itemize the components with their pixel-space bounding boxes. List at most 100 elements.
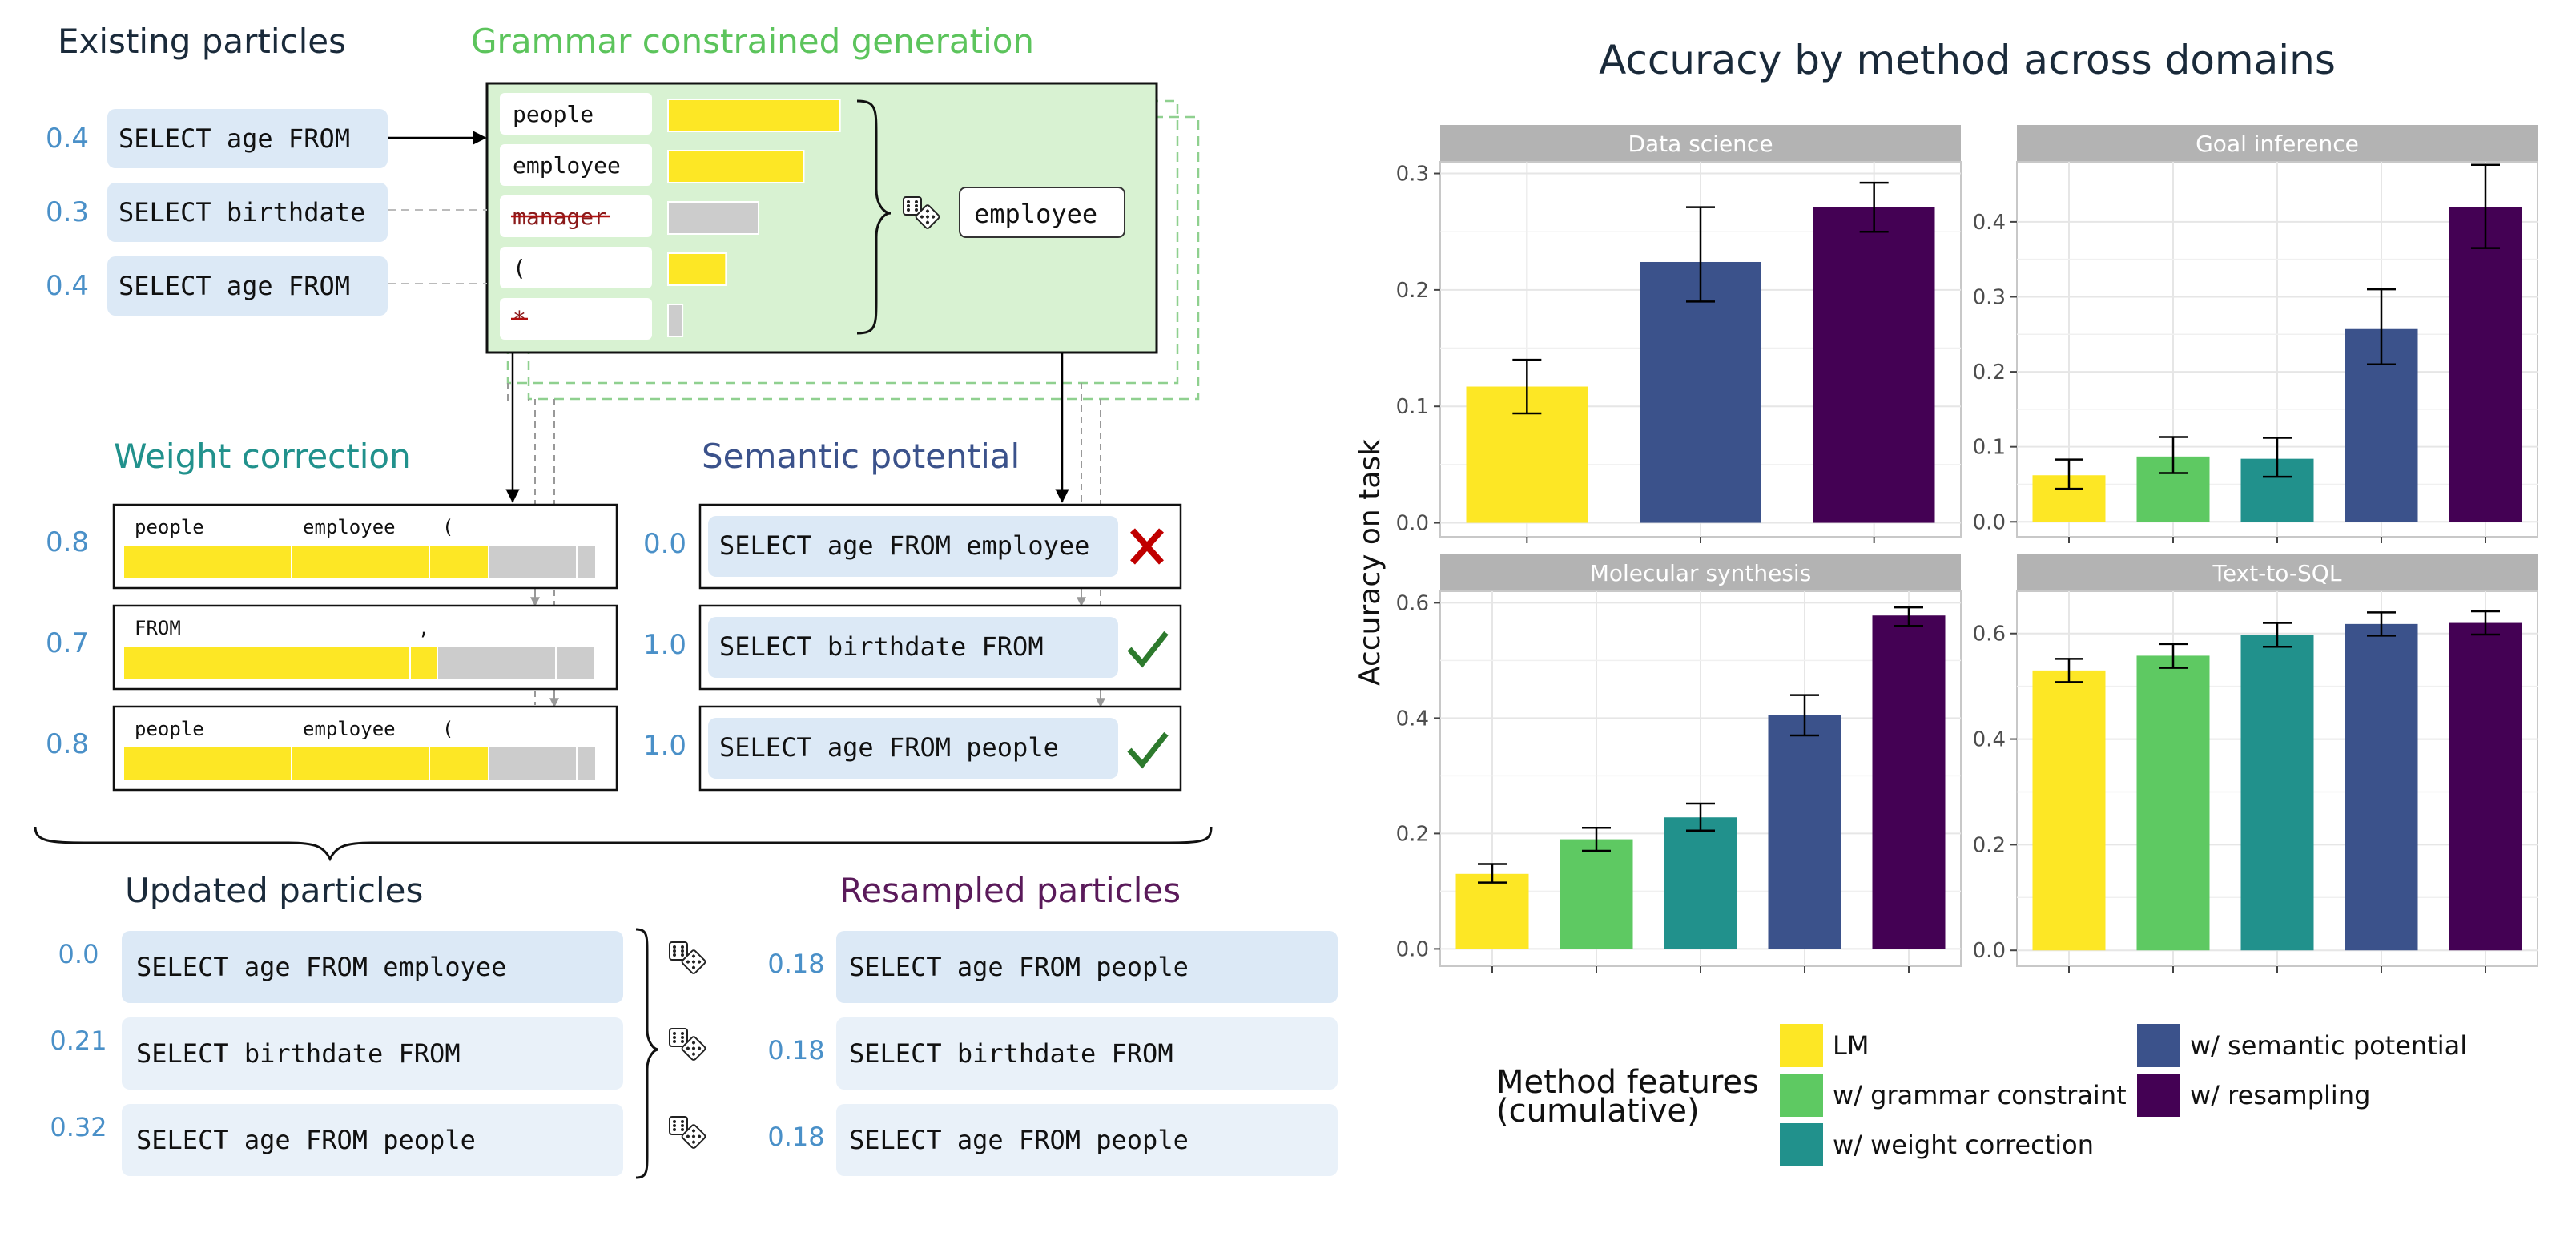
error-bar bbox=[2159, 643, 2188, 669]
y-tick-label: 0.3 bbox=[1973, 285, 2006, 309]
bar bbox=[1768, 715, 1841, 949]
legend-item: w/ weight correction bbox=[1780, 1123, 2094, 1166]
error-bar bbox=[2367, 611, 2396, 637]
resampled-weight: 0.18 bbox=[767, 1122, 824, 1152]
particle-box bbox=[107, 183, 388, 242]
correction-token-label: employee bbox=[303, 718, 396, 740]
token-box bbox=[500, 298, 652, 340]
error-bar bbox=[2471, 163, 2500, 249]
correction-bar bbox=[488, 544, 578, 579]
updated-weight: 0.32 bbox=[50, 1112, 107, 1142]
merge-brace bbox=[34, 826, 1213, 862]
bar bbox=[2449, 207, 2522, 522]
accuracy-chart: Accuracy by method across domains Accura… bbox=[1354, 37, 2538, 1166]
potential-weight: 1.0 bbox=[643, 730, 686, 762]
error-bar bbox=[2055, 658, 2083, 683]
bar bbox=[2032, 670, 2106, 951]
potential-particle bbox=[708, 718, 1118, 779]
resampled-particles: 0.18 SELECT age FROM people 0.18 SELECT bir… bbox=[767, 931, 1338, 1176]
legend-label: LM bbox=[1833, 1030, 1869, 1061]
cross-icon bbox=[1130, 528, 1164, 565]
legend-title: Method features (cumulative) bbox=[1496, 1064, 1759, 1130]
potential-text: SELECT birthdate FROM bbox=[719, 631, 1044, 662]
y-tick-label: 0.4 bbox=[1396, 707, 1429, 731]
correction-weight: 0.8 bbox=[46, 526, 89, 558]
facet-title: Molecular synthesis bbox=[1590, 560, 1812, 586]
correction-bar bbox=[123, 544, 292, 579]
y-tick-label: 0.2 bbox=[1396, 822, 1429, 846]
correction-bar bbox=[555, 645, 595, 680]
resampled-weight: 0.18 bbox=[767, 949, 824, 979]
resampled-particle-box bbox=[836, 931, 1338, 1003]
legend-swatch bbox=[2137, 1074, 2180, 1117]
facet-header bbox=[2017, 125, 2538, 162]
correction-bar bbox=[409, 645, 438, 680]
facet-panel: Text-to-SQL 0.0 0.2 0.4 0.6 bbox=[1973, 554, 2538, 973]
y-tick-label: 0.1 bbox=[1396, 395, 1429, 419]
correction-bar bbox=[429, 544, 489, 579]
potential-text: SELECT age FROM people bbox=[719, 732, 1059, 763]
dice-icon bbox=[669, 1116, 707, 1150]
error-bar bbox=[1686, 206, 1715, 303]
legend-label: w/ grammar constraint bbox=[1833, 1080, 2127, 1110]
updated-weight: 0.21 bbox=[50, 1025, 107, 1056]
legend-label: w/ semantic potential bbox=[2190, 1030, 2467, 1061]
correction-bar bbox=[576, 544, 597, 579]
y-tick-label: 0.4 bbox=[1973, 211, 2006, 235]
updated-particles-title: Updated particles bbox=[125, 871, 423, 910]
token-box bbox=[500, 247, 652, 288]
error-bar bbox=[1894, 606, 1923, 627]
y-tick-label: 0.0 bbox=[1396, 937, 1429, 961]
legend-item: w/ resampling bbox=[2137, 1074, 2370, 1117]
y-tick-label: 0.1 bbox=[1973, 436, 2006, 460]
error-bar bbox=[2263, 437, 2292, 478]
existing-particles-title: Existing particles bbox=[58, 22, 346, 61]
potential-particle bbox=[708, 516, 1118, 577]
error-bar bbox=[2055, 458, 2083, 490]
y-tick-label: 0.3 bbox=[1396, 163, 1429, 187]
token-box bbox=[500, 144, 652, 186]
potential-particle bbox=[708, 617, 1118, 678]
updated-particle-text: SELECT age FROM employee bbox=[136, 952, 506, 982]
error-bar bbox=[1686, 802, 1715, 832]
correction-token-label: , bbox=[418, 617, 429, 639]
y-axis-label: Accuracy on task bbox=[1354, 439, 1387, 686]
bar bbox=[1813, 207, 1935, 523]
semantic-potential-title: Semantic potential bbox=[702, 437, 1020, 476]
facet-panel: Molecular synthesis 0.0 0.2 0.4 0.6 bbox=[1396, 554, 1962, 973]
legend-swatch bbox=[2137, 1024, 2180, 1067]
y-tick-label: 0.2 bbox=[1973, 833, 2006, 857]
token-prob-bar bbox=[667, 99, 841, 132]
correction-token-label: FROM bbox=[135, 617, 181, 639]
y-tick-label: 0.2 bbox=[1396, 279, 1429, 303]
correction-token-label: people bbox=[135, 516, 204, 538]
existing-particles: 0.4 SELECT age FROM 0.3 SELECT birthdate 0.4… bbox=[46, 109, 388, 316]
token-text: people bbox=[513, 101, 594, 127]
check-icon bbox=[1127, 631, 1169, 668]
facet-header bbox=[1440, 125, 1961, 162]
correction-bar bbox=[576, 746, 597, 781]
updated-particle-box bbox=[122, 1104, 623, 1176]
legend-swatch bbox=[1780, 1024, 1823, 1067]
bar bbox=[1640, 261, 1761, 523]
facet-title: Goal inference bbox=[2196, 131, 2359, 157]
error-bar bbox=[1790, 694, 1819, 737]
semantic-potential-rows: 0.0 SELECT age FROM employee 1.0 SELECT bir… bbox=[643, 503, 1182, 792]
facet-panel: Goal inference 0.0 0.1 0.2 0.3 0.4 bbox=[1973, 125, 2538, 543]
updated-particle-box bbox=[122, 1017, 623, 1090]
resampled-particle-text: SELECT age FROM people bbox=[849, 952, 1189, 982]
error-bar bbox=[2159, 436, 2188, 474]
y-tick-label: 0.0 bbox=[1396, 512, 1429, 536]
token-text: ( bbox=[513, 255, 526, 281]
correction-token-label: ( bbox=[442, 516, 453, 538]
token-prob-bar bbox=[667, 201, 759, 235]
dice-icon bbox=[669, 941, 707, 976]
resampled-particles-title: Resampled particles bbox=[839, 871, 1181, 910]
error-bar bbox=[2471, 610, 2500, 636]
error-bar bbox=[1512, 358, 1542, 415]
correction-bar bbox=[291, 746, 430, 781]
weight-correction-title: Weight correction bbox=[114, 437, 411, 476]
particle-text: SELECT birthdate bbox=[119, 197, 365, 228]
resample-brace bbox=[635, 928, 659, 1179]
